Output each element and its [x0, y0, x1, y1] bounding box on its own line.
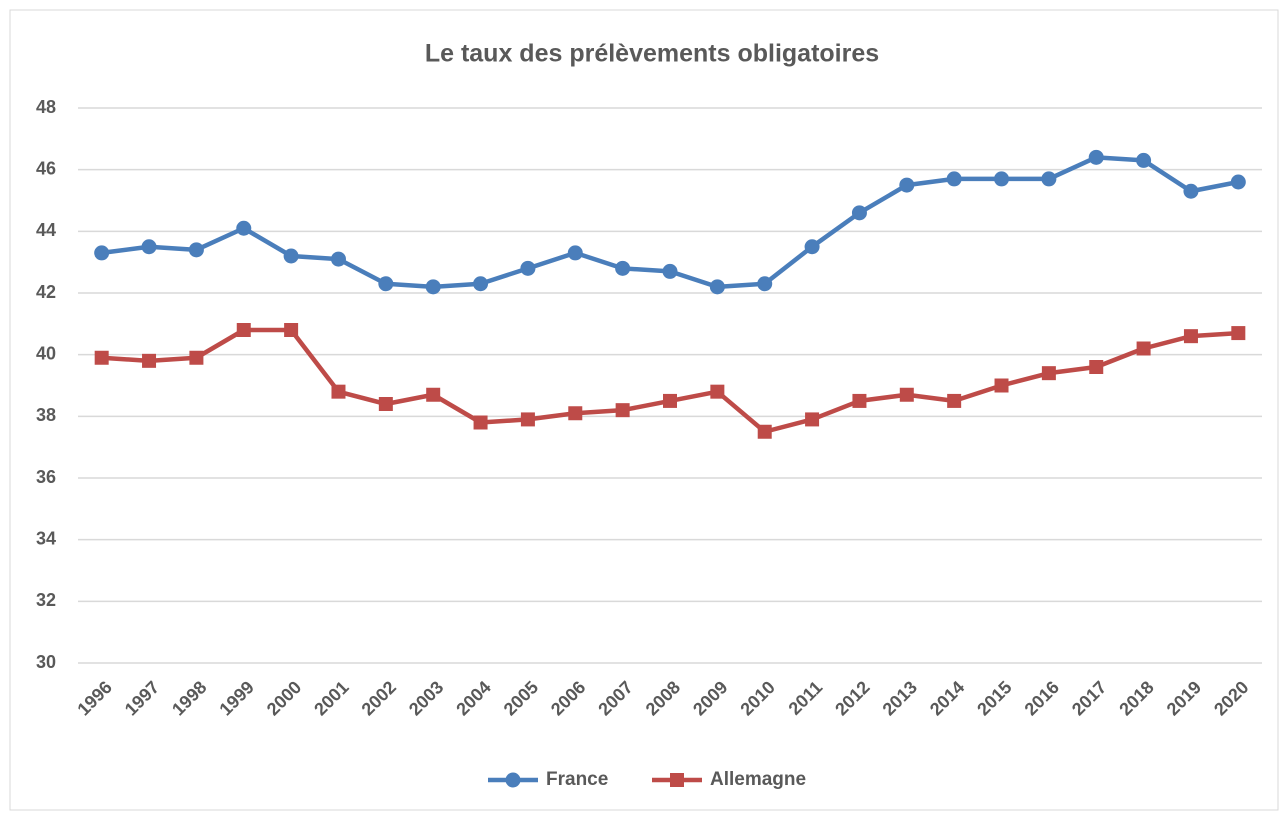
- data-point: [852, 393, 867, 408]
- data-point: [378, 397, 393, 411]
- data-point: [615, 403, 630, 418]
- data-point: [851, 205, 867, 221]
- y-tick-label: 42: [36, 282, 56, 302]
- y-tick-label: 40: [36, 343, 56, 363]
- data-point: [1089, 360, 1104, 374]
- data-point: [188, 242, 204, 258]
- y-tick-label: 36: [36, 467, 56, 487]
- y-tick-label: 44: [36, 220, 56, 240]
- data-point: [94, 245, 110, 261]
- data-point: [1136, 341, 1151, 356]
- data-point: [568, 406, 583, 421]
- y-tick-label: 32: [36, 590, 56, 610]
- data-point: [1136, 152, 1152, 168]
- data-point: [994, 378, 1009, 393]
- data-point: [994, 171, 1010, 187]
- data-point: [142, 353, 157, 368]
- data-point: [947, 393, 962, 408]
- data-point: [1088, 149, 1104, 165]
- legend-marker: [670, 773, 684, 787]
- data-point: [141, 239, 157, 255]
- data-point: [899, 177, 915, 193]
- data-point: [378, 276, 394, 292]
- chart-frame: [9, 9, 1279, 811]
- y-tick-label: 30: [36, 652, 56, 672]
- data-point: [567, 245, 583, 261]
- data-point: [1183, 183, 1199, 199]
- data-point: [804, 239, 820, 255]
- data-point: [473, 276, 489, 292]
- data-point: [236, 323, 251, 337]
- data-point: [1231, 326, 1246, 341]
- data-point: [284, 323, 299, 337]
- data-point: [615, 260, 631, 276]
- legend-label: France: [546, 769, 608, 790]
- y-tick-label: 48: [36, 97, 56, 117]
- data-point: [94, 350, 109, 365]
- data-point: [520, 260, 536, 276]
- chart-title: Le taux des prélèvements obligatoires: [425, 40, 879, 68]
- data-point: [236, 220, 252, 236]
- data-point: [473, 415, 488, 430]
- data-point: [899, 387, 914, 402]
- data-point: [1183, 329, 1198, 344]
- y-tick-label: 38: [36, 405, 56, 425]
- data-point: [709, 279, 725, 295]
- legend-marker: [505, 772, 521, 788]
- data-point: [426, 387, 441, 402]
- data-point: [283, 248, 299, 264]
- data-point: [425, 279, 441, 295]
- data-point: [946, 171, 962, 187]
- data-point: [757, 424, 772, 439]
- data-point: [662, 263, 678, 279]
- data-point: [1230, 174, 1246, 190]
- data-point: [805, 412, 820, 427]
- data-point: [1041, 366, 1056, 381]
- data-point: [330, 251, 346, 267]
- data-point: [663, 393, 677, 408]
- data-point: [710, 384, 725, 399]
- data-point: [520, 412, 535, 427]
- y-tick-label: 34: [36, 528, 56, 548]
- data-point: [757, 276, 773, 292]
- data-point: [189, 350, 204, 365]
- data-point: [1041, 171, 1057, 187]
- data-point: [331, 384, 346, 399]
- legend-label: Allemagne: [710, 769, 806, 790]
- y-tick-label: 46: [36, 158, 56, 178]
